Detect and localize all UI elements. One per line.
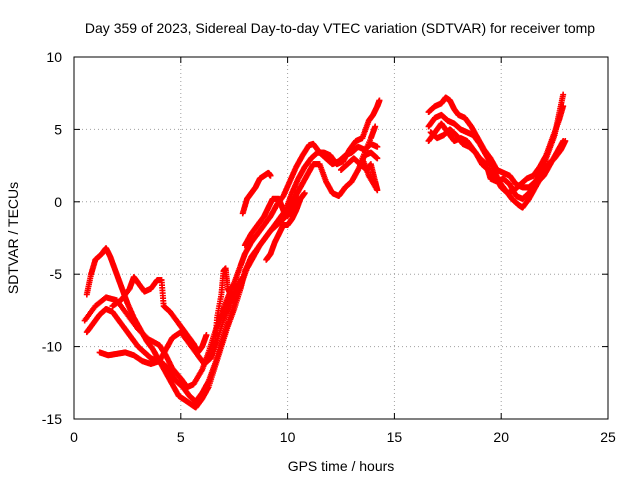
x-tick-label: 0 xyxy=(70,429,78,445)
y-tick-label: 0 xyxy=(54,194,62,210)
x-tick-label: 10 xyxy=(280,429,296,445)
data-point xyxy=(560,103,567,110)
y-tick-label: -5 xyxy=(50,266,63,282)
data-series-2 xyxy=(83,149,381,411)
data-point xyxy=(229,294,236,301)
y-tick-label: -10 xyxy=(42,339,62,355)
data-series-3 xyxy=(83,97,383,405)
data-point xyxy=(376,97,383,104)
data-point xyxy=(301,190,308,197)
plot-frame xyxy=(73,56,609,420)
y-tick-label: 10 xyxy=(46,49,62,65)
x-tick-label: 5 xyxy=(177,429,185,445)
data-point xyxy=(203,332,210,339)
y-tick-label: -15 xyxy=(42,411,62,427)
data-point xyxy=(239,274,246,281)
data-series-6 xyxy=(207,265,236,362)
data-point xyxy=(372,123,379,130)
data-point xyxy=(374,155,381,162)
x-tick-label: 20 xyxy=(493,429,509,445)
data-point xyxy=(560,91,567,98)
data-point xyxy=(293,193,300,200)
chart-title: Day 359 of 2023, Sidereal Day-to-day VTE… xyxy=(85,20,595,36)
y-tick-label: 5 xyxy=(54,121,62,137)
data-series-1 xyxy=(81,140,381,391)
data-point xyxy=(560,137,567,144)
x-axis-label: GPS time / hours xyxy=(288,458,395,474)
data-point xyxy=(374,143,381,150)
data-points xyxy=(81,91,569,411)
axis-ticks: 0 5 10 15 20 25 -15 -10 -5 0 5 10 xyxy=(42,49,616,445)
y-axis-label: SDTVAR / TECUs xyxy=(5,182,21,294)
data-series-9 xyxy=(263,190,308,263)
data-series-10 xyxy=(338,123,381,194)
data-series-8 xyxy=(241,193,300,249)
x-tick-label: 25 xyxy=(600,429,616,445)
data-point xyxy=(267,172,274,179)
data-series-7 xyxy=(239,169,274,217)
data-series-14 xyxy=(425,120,567,202)
x-tick-label: 15 xyxy=(387,429,403,445)
data-series-5 xyxy=(109,274,210,356)
